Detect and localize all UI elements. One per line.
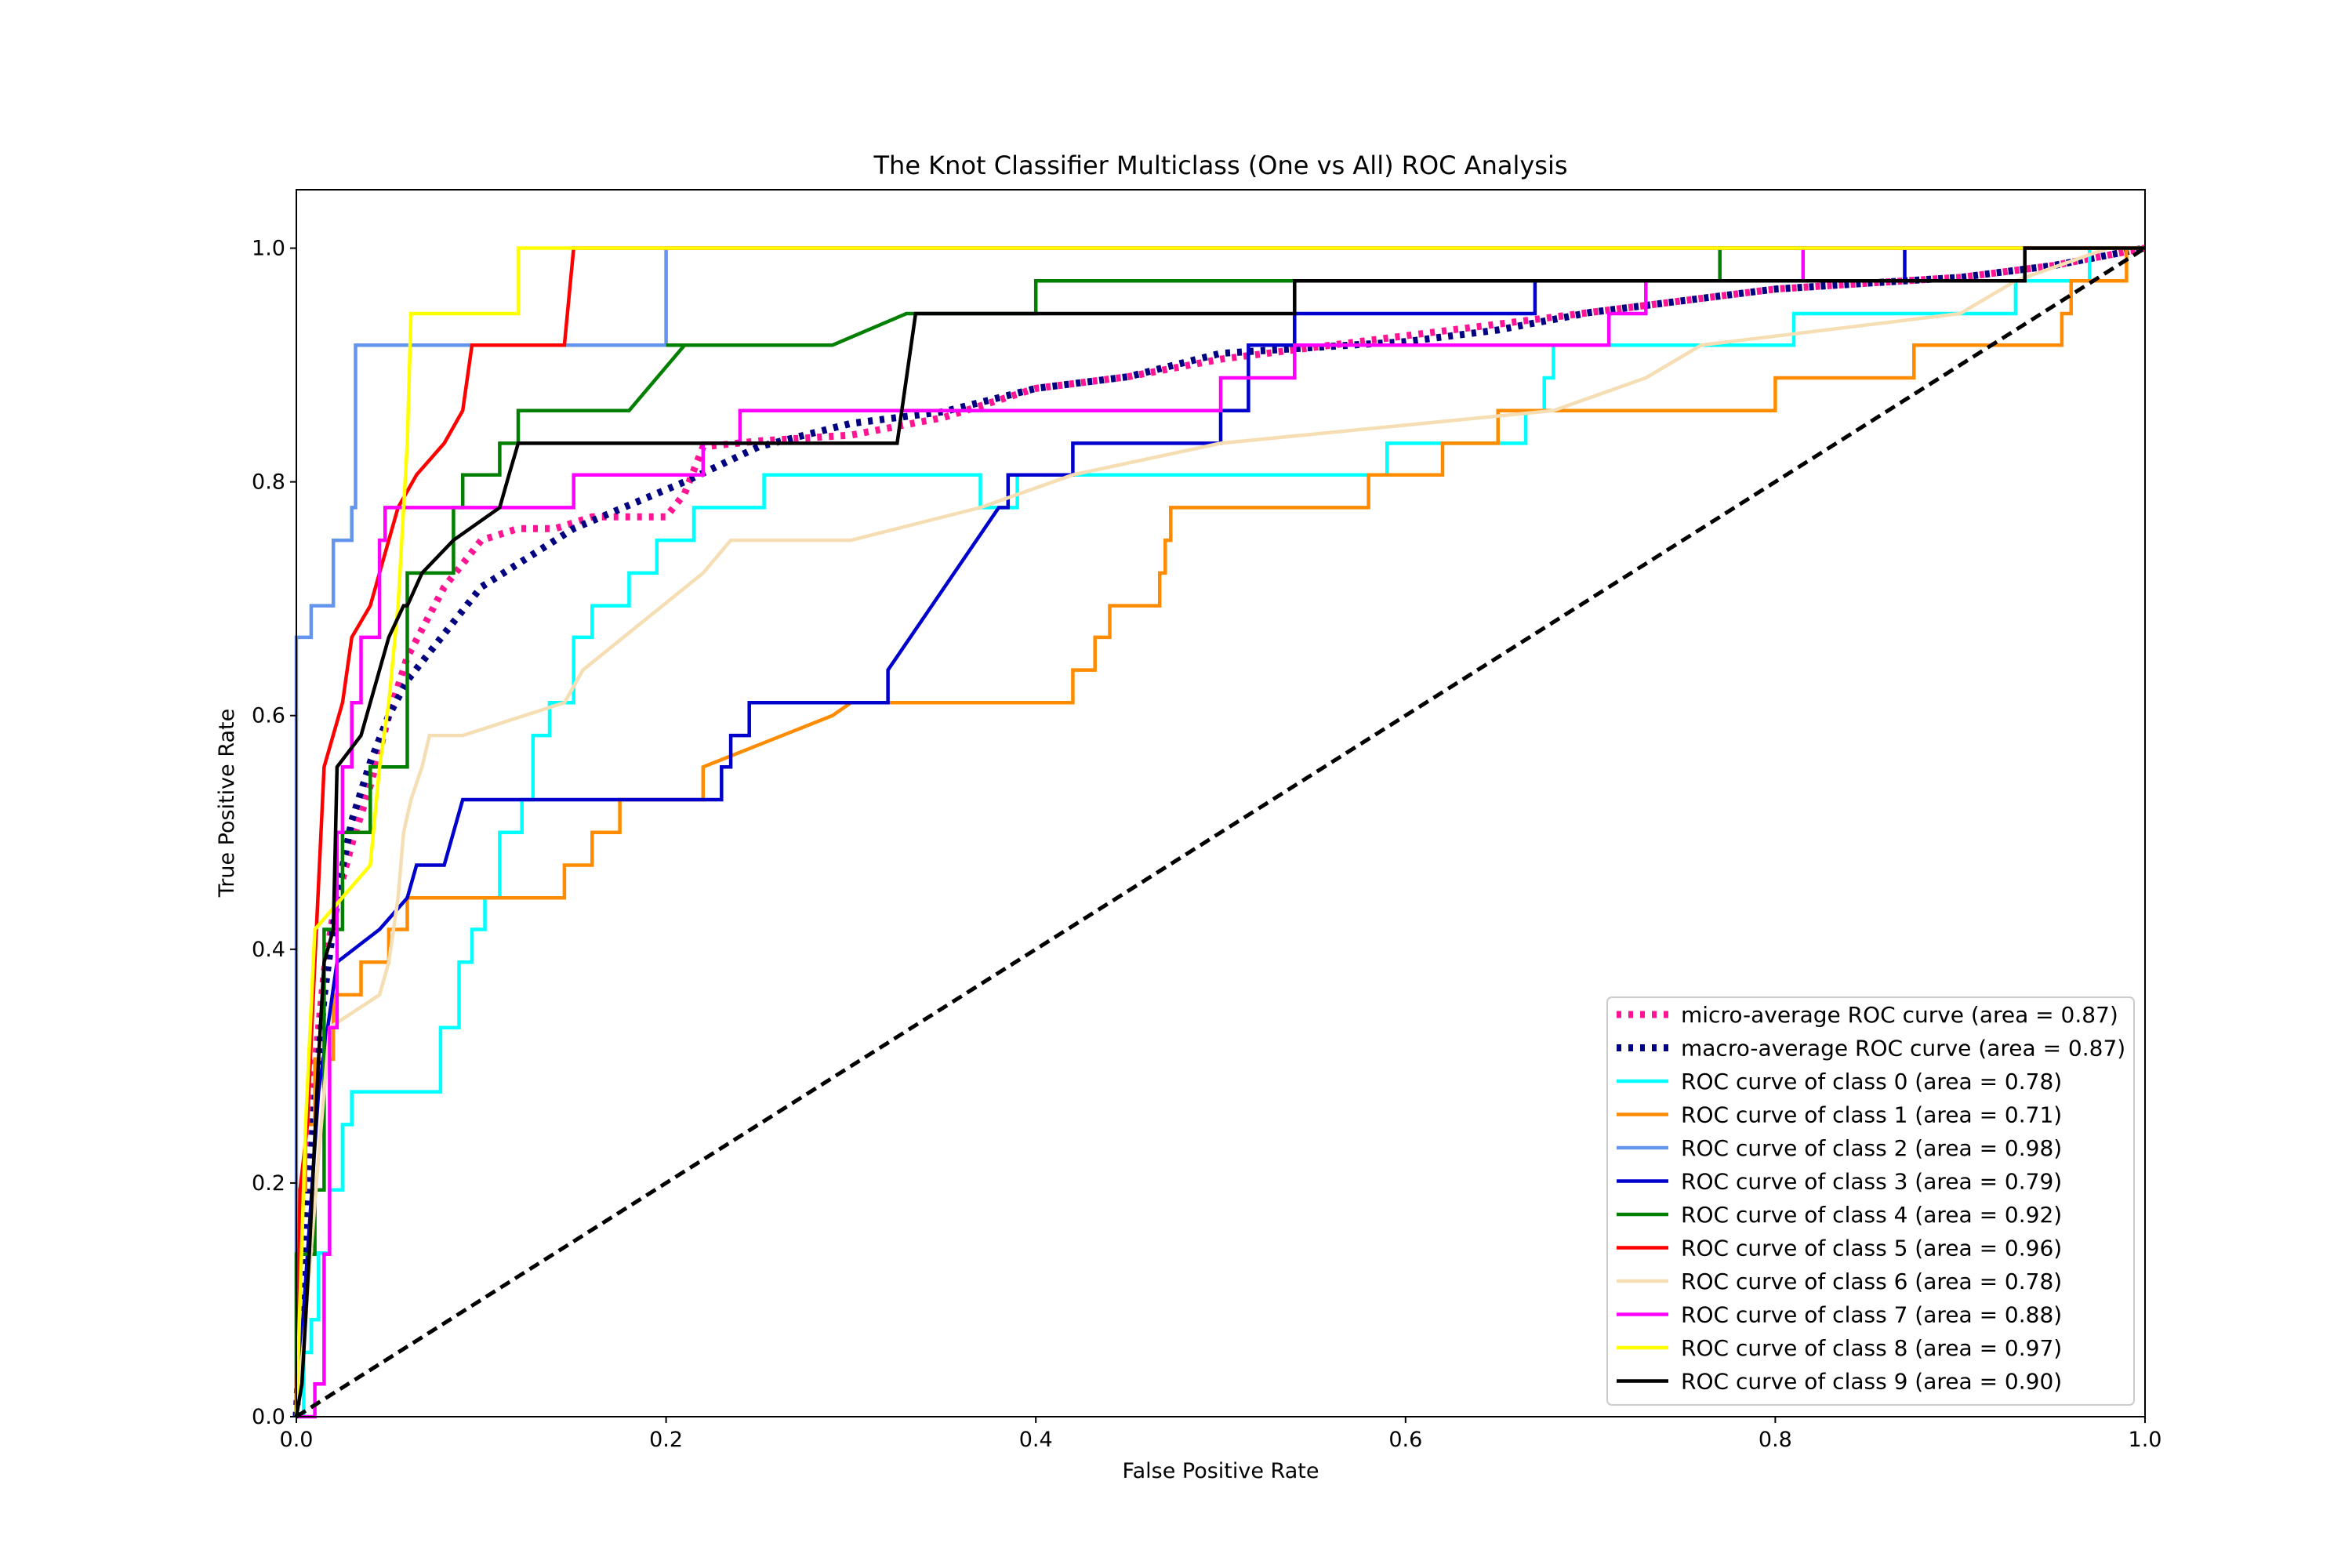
series-line-1 (292, 245, 2146, 1417)
y-tick-label: 0.6 (252, 704, 285, 728)
y-tick-label: 0.0 (252, 1405, 285, 1429)
y-axis-label: True Positive Rate (215, 709, 239, 898)
legend-label: ROC curve of class 3 (area = 0.79) (1681, 1169, 2062, 1195)
x-axis-label: False Positive Rate (1123, 1459, 1319, 1483)
y-tick-label: 1.0 (252, 237, 285, 261)
legend-label: ROC curve of class 8 (area = 0.97) (1681, 1335, 2062, 1361)
series-line-5 (294, 246, 2145, 1417)
legend-label: ROC curve of class 2 (area = 0.98) (1681, 1135, 2062, 1161)
series-line-0 (292, 245, 2146, 1417)
x-axis: 0.0 0.2 0.4 0.6 0.8 1.0 (280, 1417, 2162, 1452)
y-axis: 0.0 0.2 0.4 0.6 0.8 1.0 (252, 237, 296, 1429)
x-tick-label: 0.2 (649, 1428, 683, 1452)
legend-label: ROC curve of class 0 (area = 0.78) (1681, 1069, 2062, 1094)
series-line-9 (296, 246, 2145, 1419)
series-layer (292, 245, 2147, 1419)
x-tick-label: 1.0 (2129, 1428, 2162, 1452)
series-line-3 (294, 246, 2145, 1417)
legend-label: ROC curve of class 4 (area = 0.92) (1681, 1202, 2062, 1228)
legend: micro-average ROC curve (area = 0.87) mac… (1606, 996, 2135, 1406)
x-tick-label: 0.0 (280, 1428, 314, 1452)
plot-frame (296, 189, 2146, 1417)
chart-title: The Knot Classifier Multiclass (One vs A… (873, 151, 1567, 180)
y-tick-label: 0.4 (252, 938, 285, 962)
chance-diagonal-line (295, 246, 2147, 1419)
legend-box (1606, 996, 2135, 1406)
legend-label: ROC curve of class 9 (area = 0.90) (1681, 1369, 2062, 1395)
series-line-11 (294, 246, 2145, 1417)
legend-label: ROC curve of class 7 (area = 0.88) (1681, 1302, 2062, 1328)
series-line-8 (294, 246, 2145, 1417)
x-tick-label: 0.6 (1388, 1428, 1422, 1452)
x-tick-label: 0.8 (1759, 1428, 1792, 1452)
y-tick-label: 0.8 (252, 470, 285, 495)
legend-label: micro-average ROC curve (area = 0.87) (1681, 1002, 2118, 1028)
legend-label: ROC curve of class 6 (area = 0.78) (1681, 1269, 2062, 1294)
legend-label: ROC curve of class 1 (area = 0.71) (1681, 1102, 2062, 1128)
legend-label: ROC curve of class 5 (area = 0.96) (1681, 1236, 2062, 1261)
series-line-10 (294, 246, 2145, 1417)
x-tick-label: 0.4 (1019, 1428, 1053, 1452)
y-tick-label: 0.2 (252, 1171, 285, 1196)
legend-label: macro-average ROC curve (area = 0.87) (1681, 1036, 2125, 1062)
